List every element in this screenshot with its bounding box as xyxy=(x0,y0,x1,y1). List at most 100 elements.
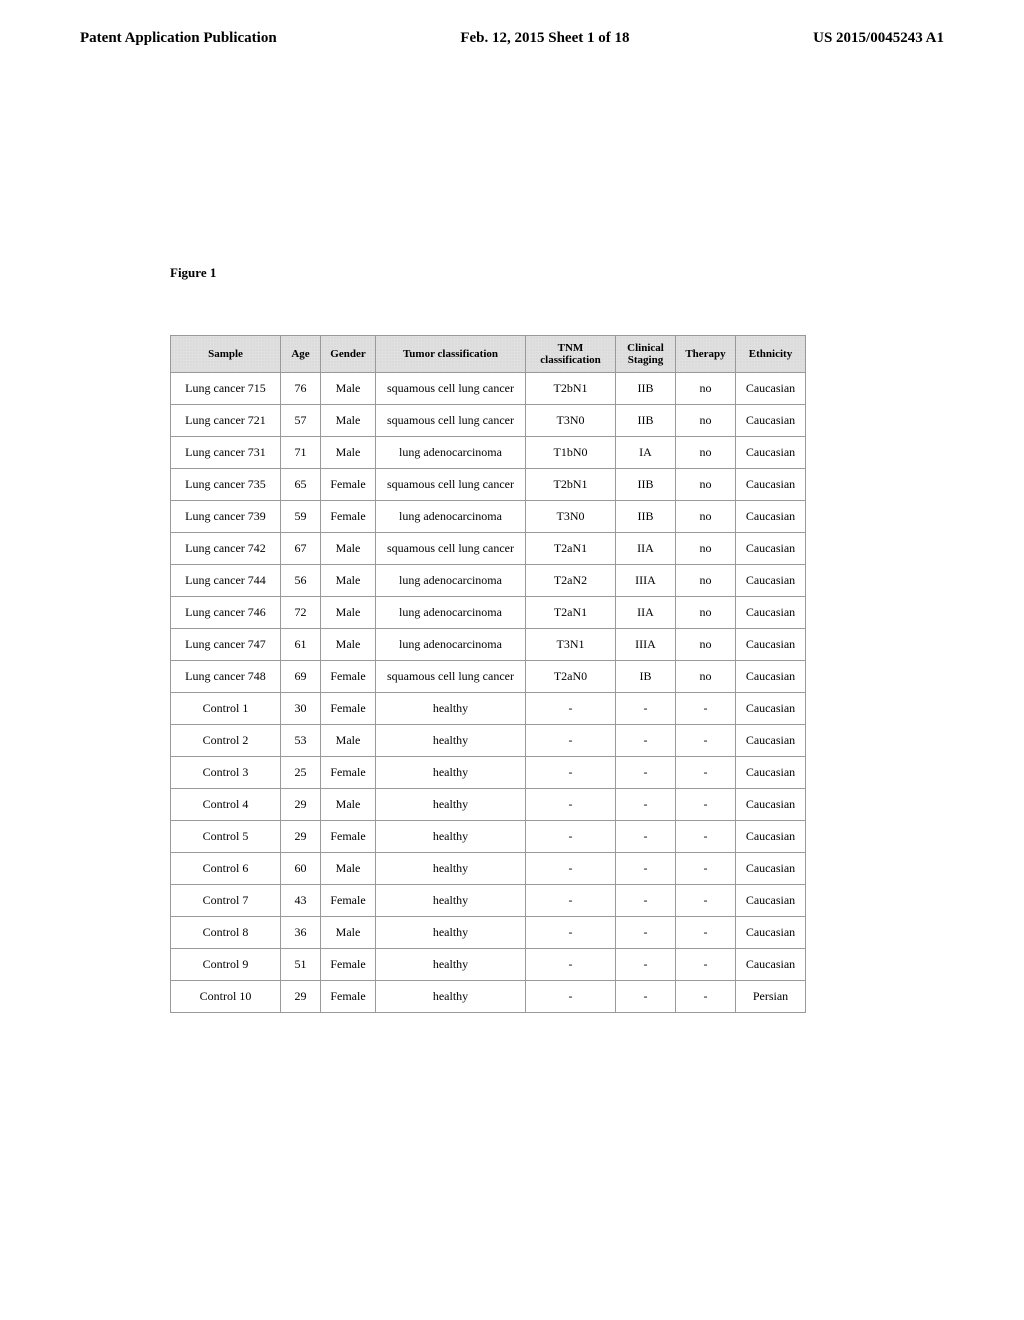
table-cell: - xyxy=(676,981,736,1013)
table-cell: - xyxy=(616,757,676,789)
table-cell: - xyxy=(526,917,616,949)
table-cell: 71 xyxy=(281,437,321,469)
table-row: Control 325Femalehealthy---Caucasian xyxy=(171,757,806,789)
table-cell: - xyxy=(676,885,736,917)
table-cell: Male xyxy=(321,789,376,821)
table-cell: Lung cancer 721 xyxy=(171,405,281,437)
table-cell: Female xyxy=(321,821,376,853)
table-cell: healthy xyxy=(376,693,526,725)
table-cell: Caucasian xyxy=(736,373,806,405)
table-cell: - xyxy=(526,949,616,981)
table-cell: 29 xyxy=(281,821,321,853)
table-cell: IIA xyxy=(616,533,676,565)
table-cell: Caucasian xyxy=(736,533,806,565)
table-cell: Caucasian xyxy=(736,789,806,821)
table-cell: IIB xyxy=(616,501,676,533)
table-cell: 43 xyxy=(281,885,321,917)
table-cell: - xyxy=(676,853,736,885)
table-row: Control 836Malehealthy---Caucasian xyxy=(171,917,806,949)
table-cell: - xyxy=(616,949,676,981)
table-cell: - xyxy=(616,853,676,885)
data-table: Sample Age Gender Tumor classification T… xyxy=(170,335,806,1013)
table-cell: Female xyxy=(321,661,376,693)
table-cell: Lung cancer 735 xyxy=(171,469,281,501)
table-cell: IIB xyxy=(616,469,676,501)
table-cell: - xyxy=(526,789,616,821)
table-cell: IB xyxy=(616,661,676,693)
table-cell: Caucasian xyxy=(736,437,806,469)
table-cell: T2aN1 xyxy=(526,533,616,565)
table-cell: no xyxy=(676,373,736,405)
table-cell: IA xyxy=(616,437,676,469)
table-row: Control 1029Femalehealthy---Persian xyxy=(171,981,806,1013)
table-cell: Control 4 xyxy=(171,789,281,821)
table-cell: Female xyxy=(321,981,376,1013)
table-cell: lung adenocarcinoma xyxy=(376,501,526,533)
table-cell: - xyxy=(616,789,676,821)
table-cell: - xyxy=(526,885,616,917)
table-cell: healthy xyxy=(376,981,526,1013)
table-cell: 72 xyxy=(281,597,321,629)
col-header-ethnicity: Ethnicity xyxy=(736,336,806,373)
table-cell: Male xyxy=(321,565,376,597)
table-cell: - xyxy=(676,725,736,757)
table-cell: 76 xyxy=(281,373,321,405)
page-header: Patent Application Publication Feb. 12, … xyxy=(0,0,1024,47)
table-cell: healthy xyxy=(376,917,526,949)
table-cell: Caucasian xyxy=(736,693,806,725)
table-cell: T3N0 xyxy=(526,501,616,533)
table-cell: squamous cell lung cancer xyxy=(376,405,526,437)
table-cell: Control 9 xyxy=(171,949,281,981)
table-cell: healthy xyxy=(376,949,526,981)
header-center: Feb. 12, 2015 Sheet 1 of 18 xyxy=(460,30,629,47)
table-cell: Caucasian xyxy=(736,821,806,853)
header-left: Patent Application Publication xyxy=(80,30,277,47)
table-cell: Caucasian xyxy=(736,757,806,789)
table-cell: T1bN0 xyxy=(526,437,616,469)
table-cell: Female xyxy=(321,469,376,501)
table-cell: 60 xyxy=(281,853,321,885)
table-cell: no xyxy=(676,565,736,597)
table-cell: healthy xyxy=(376,821,526,853)
table-cell: squamous cell lung cancer xyxy=(376,373,526,405)
table-header: Sample Age Gender Tumor classification T… xyxy=(171,336,806,373)
table-cell: Lung cancer 744 xyxy=(171,565,281,597)
table-row: Lung cancer 74761Malelung adenocarcinoma… xyxy=(171,629,806,661)
table-cell: Male xyxy=(321,437,376,469)
table-cell: healthy xyxy=(376,885,526,917)
table-cell: healthy xyxy=(376,725,526,757)
table-cell: Control 1 xyxy=(171,693,281,725)
col-header-tnm: TNM classification xyxy=(526,336,616,373)
table-row: Lung cancer 73171Malelung adenocarcinoma… xyxy=(171,437,806,469)
table-cell: no xyxy=(676,501,736,533)
table-cell: lung adenocarcinoma xyxy=(376,597,526,629)
table-cell: 25 xyxy=(281,757,321,789)
table-cell: Female xyxy=(321,693,376,725)
table-cell: lung adenocarcinoma xyxy=(376,629,526,661)
table-cell: lung adenocarcinoma xyxy=(376,565,526,597)
table-cell: - xyxy=(676,821,736,853)
table-body: Lung cancer 71576Malesquamous cell lung … xyxy=(171,373,806,1013)
table-cell: - xyxy=(526,725,616,757)
table-cell: T3N1 xyxy=(526,629,616,661)
table-cell: Caucasian xyxy=(736,565,806,597)
table-cell: Male xyxy=(321,405,376,437)
table-cell: - xyxy=(616,821,676,853)
table-cell: T2bN1 xyxy=(526,469,616,501)
table-cell: Control 6 xyxy=(171,853,281,885)
table-cell: Lung cancer 746 xyxy=(171,597,281,629)
table-cell: IIIA xyxy=(616,629,676,661)
table-cell: T3N0 xyxy=(526,405,616,437)
table-cell: Caucasian xyxy=(736,853,806,885)
table-cell: Caucasian xyxy=(736,661,806,693)
table-cell: T2aN0 xyxy=(526,661,616,693)
table-cell: squamous cell lung cancer xyxy=(376,469,526,501)
table-cell: 61 xyxy=(281,629,321,661)
table-cell: healthy xyxy=(376,757,526,789)
table-cell: Control 3 xyxy=(171,757,281,789)
table-cell: Male xyxy=(321,373,376,405)
table-cell: no xyxy=(676,405,736,437)
table-cell: Control 10 xyxy=(171,981,281,1013)
table-cell: - xyxy=(526,981,616,1013)
table-cell: Lung cancer 731 xyxy=(171,437,281,469)
